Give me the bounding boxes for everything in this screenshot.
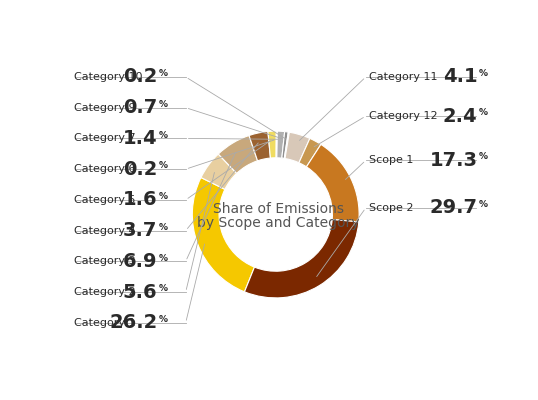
Text: %: % xyxy=(159,223,168,232)
Text: 1.6: 1.6 xyxy=(123,190,157,210)
Wedge shape xyxy=(268,131,277,158)
Wedge shape xyxy=(193,178,254,292)
Text: 26.2: 26.2 xyxy=(109,314,157,332)
Text: Category 12: Category 12 xyxy=(369,111,438,121)
Text: Category 4: Category 4 xyxy=(74,226,136,236)
Text: %: % xyxy=(159,254,168,262)
Text: 29.7: 29.7 xyxy=(429,198,478,217)
Text: %: % xyxy=(159,192,168,201)
Wedge shape xyxy=(284,132,289,158)
Text: Category 10: Category 10 xyxy=(74,72,143,82)
Text: %: % xyxy=(159,69,168,78)
Text: %: % xyxy=(478,69,487,78)
Text: Category 5: Category 5 xyxy=(74,195,136,205)
Wedge shape xyxy=(282,132,288,158)
Text: Category 6: Category 6 xyxy=(74,164,136,174)
Text: Scope 2: Scope 2 xyxy=(369,203,414,213)
Text: Category 11: Category 11 xyxy=(369,72,437,82)
Wedge shape xyxy=(277,131,285,158)
Text: %: % xyxy=(478,108,487,117)
Text: %: % xyxy=(159,284,168,293)
Text: 5.6: 5.6 xyxy=(123,283,157,302)
Wedge shape xyxy=(299,138,321,167)
Text: Category 9: Category 9 xyxy=(74,103,136,113)
Text: Share of Emissions: Share of Emissions xyxy=(213,202,344,216)
Text: %: % xyxy=(478,200,487,209)
Text: %: % xyxy=(159,130,168,140)
Text: Category 7: Category 7 xyxy=(74,134,136,144)
Wedge shape xyxy=(201,154,237,189)
Text: Category 2: Category 2 xyxy=(74,287,136,297)
Text: 0.2: 0.2 xyxy=(123,68,157,86)
Text: 2.4: 2.4 xyxy=(443,107,478,126)
Text: by Scope and Category: by Scope and Category xyxy=(197,216,359,230)
Text: 0.2: 0.2 xyxy=(123,160,157,179)
Wedge shape xyxy=(307,144,359,222)
Text: 1.4: 1.4 xyxy=(123,129,157,148)
Text: %: % xyxy=(159,100,168,109)
Wedge shape xyxy=(249,132,271,161)
Text: 6.9: 6.9 xyxy=(123,252,157,271)
Text: %: % xyxy=(159,315,168,324)
Wedge shape xyxy=(285,132,310,163)
Text: Category 1: Category 1 xyxy=(74,318,136,328)
Text: Category 3: Category 3 xyxy=(74,256,136,266)
Text: %: % xyxy=(159,161,168,170)
Text: 3.7: 3.7 xyxy=(123,221,157,240)
Text: 0.7: 0.7 xyxy=(123,98,157,117)
Text: 4.1: 4.1 xyxy=(443,68,478,86)
Wedge shape xyxy=(244,220,359,298)
Text: %: % xyxy=(478,152,487,162)
Wedge shape xyxy=(276,131,278,158)
Text: Scope 1: Scope 1 xyxy=(369,155,414,165)
Text: 17.3: 17.3 xyxy=(429,151,478,170)
Wedge shape xyxy=(218,136,258,173)
